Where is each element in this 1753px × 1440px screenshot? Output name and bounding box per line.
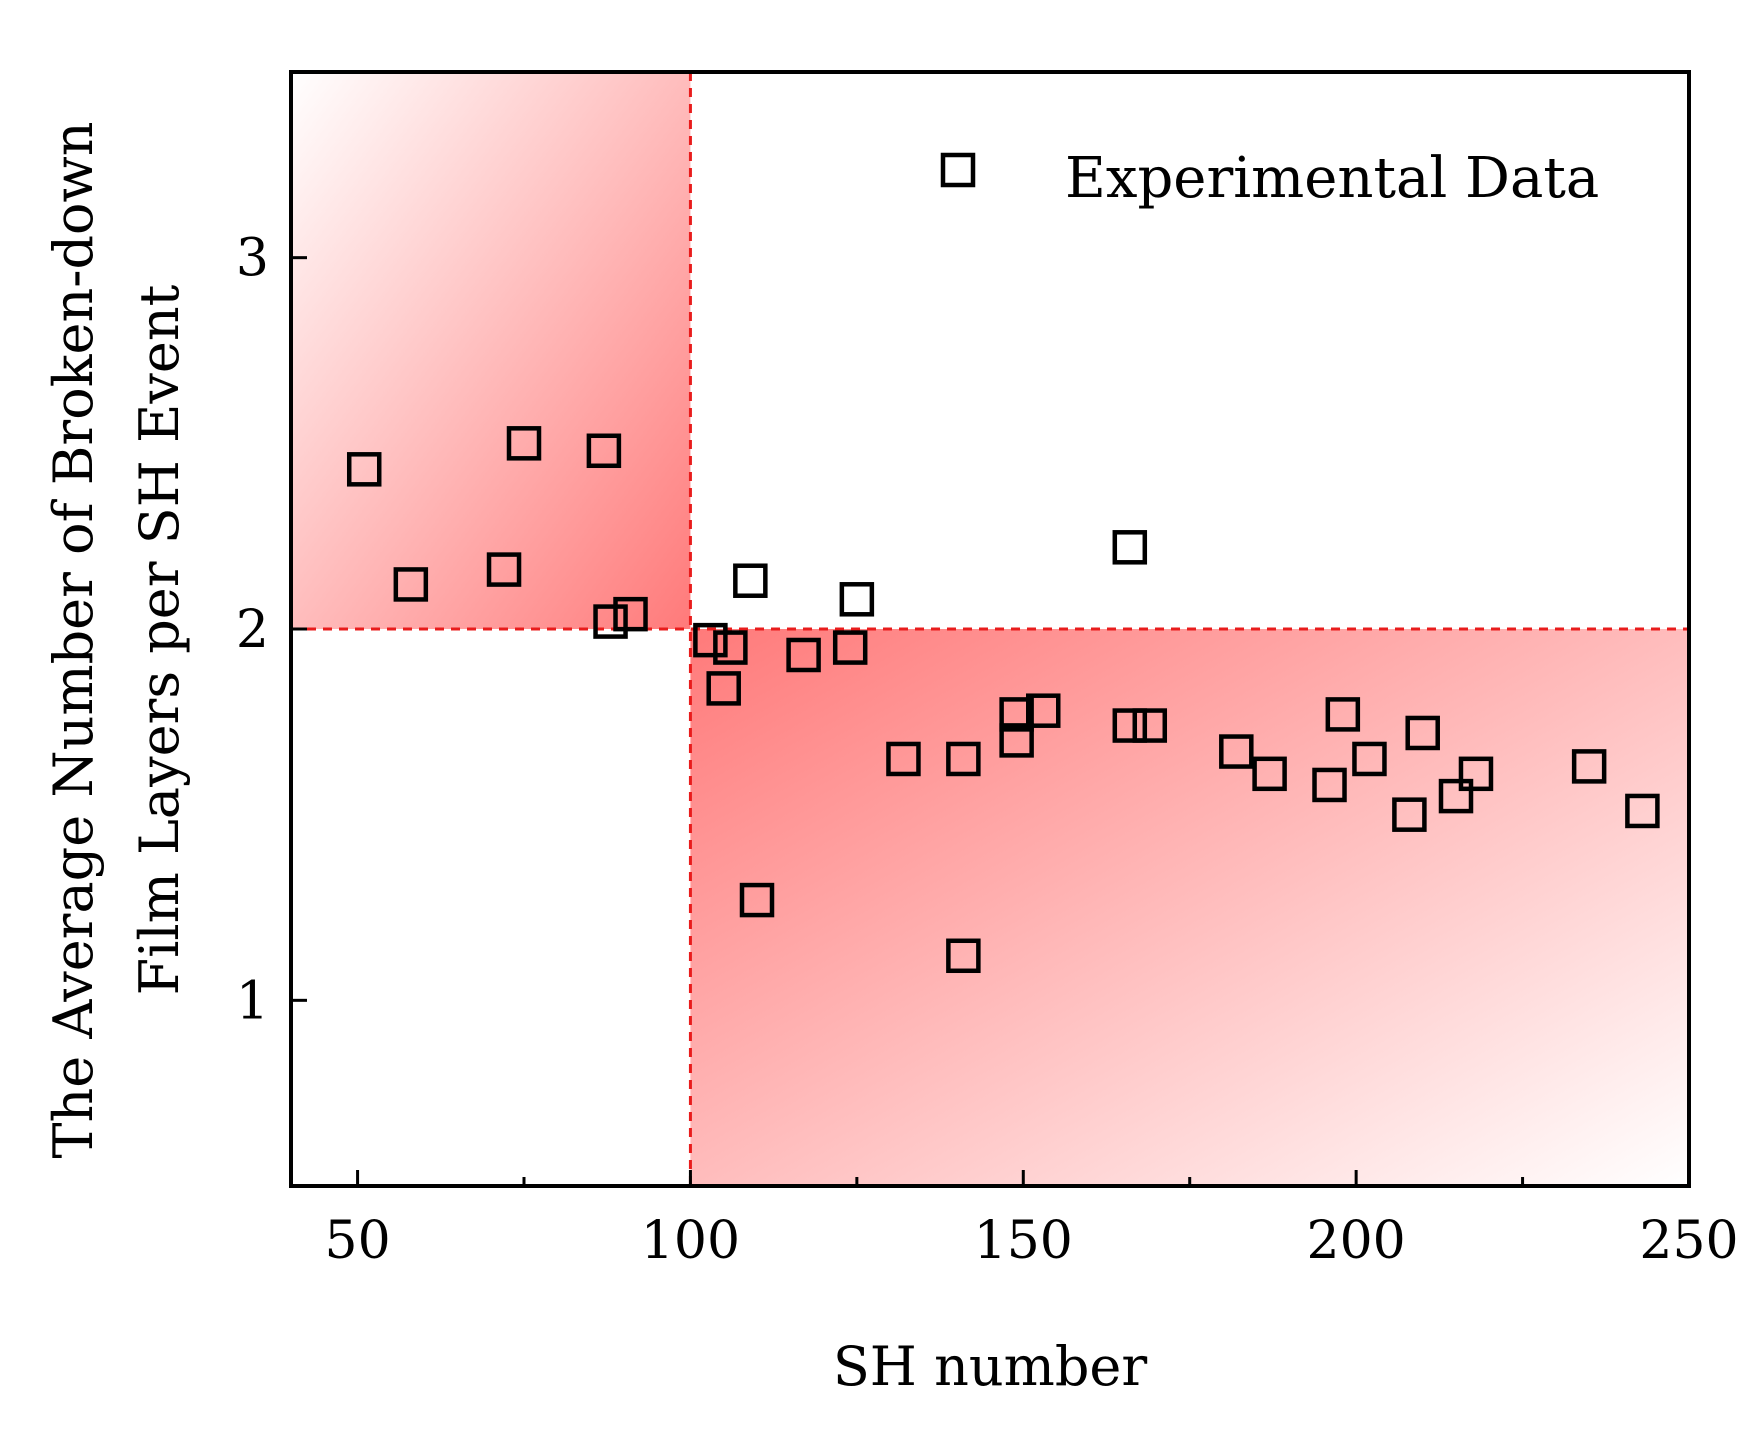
data-point	[613, 596, 648, 632]
data-point	[1438, 778, 1474, 814]
x-tick-label: 250	[1639, 1211, 1738, 1271]
x-tick-label: 150	[974, 1211, 1073, 1271]
data-point	[486, 552, 522, 587]
x-tick-label: 200	[1307, 1211, 1406, 1271]
data-point	[1458, 756, 1494, 792]
data-point	[1352, 741, 1387, 777]
data-point	[506, 426, 542, 461]
data-point	[586, 433, 622, 469]
data-point	[693, 622, 728, 658]
x-axis-title: SH number	[833, 1335, 1148, 1398]
data-point	[832, 630, 868, 665]
data-point	[1219, 734, 1254, 769]
data-point	[713, 630, 748, 665]
data-point	[946, 741, 981, 777]
x-tick-label: 50	[324, 1211, 390, 1271]
y-axis-title-line2: Film Layers per SH Event	[128, 284, 191, 995]
data-point	[1026, 693, 1061, 728]
data-point	[733, 563, 768, 598]
y-tick-label: 1	[236, 971, 269, 1031]
data-point	[946, 938, 981, 974]
data-point	[1112, 708, 1148, 743]
data-point	[1132, 708, 1168, 743]
shaded-region-lower-right	[690, 629, 1689, 1186]
data-point	[1312, 767, 1347, 803]
data-point	[886, 741, 921, 777]
data-point	[1252, 756, 1287, 792]
data-point	[786, 637, 821, 673]
y-axis-title-line1: The Average Number of Broken-down	[42, 121, 105, 1158]
data-point	[999, 723, 1034, 758]
x-tick-label: 100	[641, 1211, 740, 1271]
legend-marker	[940, 152, 976, 188]
data-point	[739, 882, 775, 918]
data-point	[346, 452, 382, 487]
y-tick-label: 3	[236, 229, 269, 289]
y-tick-label: 2	[236, 600, 269, 660]
data-point	[1571, 749, 1607, 784]
data-point	[1392, 797, 1427, 832]
data-point	[1112, 530, 1148, 565]
data-point	[1325, 697, 1361, 732]
legend-label: Experimental Data	[1065, 146, 1599, 211]
data-point	[593, 604, 628, 639]
data-point	[839, 582, 875, 617]
shaded-region-upper-left	[291, 72, 691, 629]
data-point	[999, 697, 1034, 732]
data-point	[706, 671, 741, 706]
data-point	[1625, 793, 1660, 829]
data-point	[1405, 715, 1440, 751]
data-point	[393, 567, 429, 602]
